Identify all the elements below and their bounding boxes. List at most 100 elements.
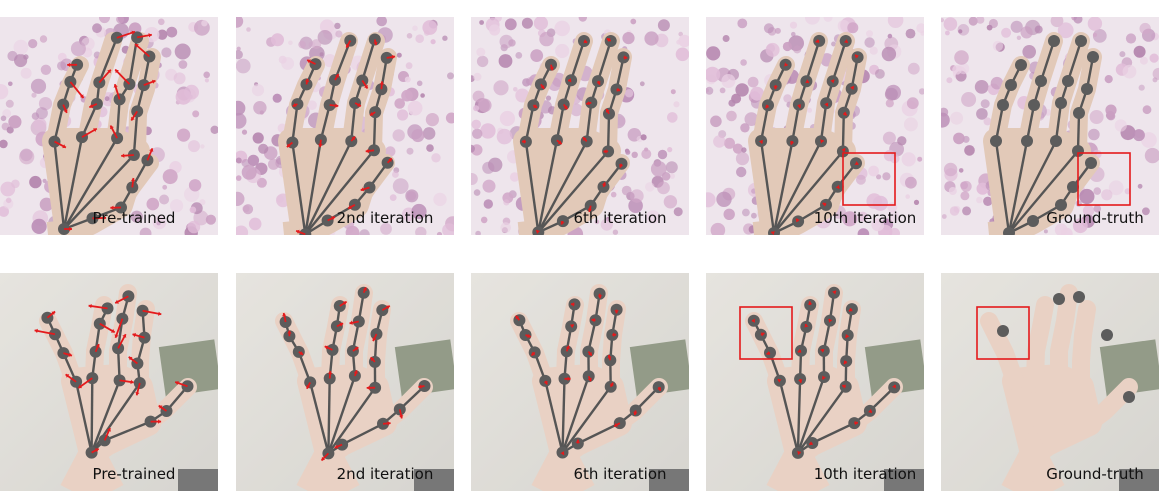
flower-pattern: [744, 112, 759, 126]
flower-pattern: [958, 168, 964, 173]
flower-pattern: [156, 221, 161, 226]
correction-arrowhead: [68, 352, 72, 357]
correction-arrowhead: [854, 161, 859, 165]
correction-arrow: [134, 43, 150, 58]
correction-arrowhead: [527, 333, 531, 338]
flower-pattern: [868, 165, 879, 177]
panel-caption: 6th iteration: [573, 209, 667, 227]
pose-image: [0, 273, 218, 491]
skeleton-bone: [606, 113, 611, 152]
joint-keypoint: [848, 417, 861, 430]
flower-pattern: [92, 23, 102, 34]
joint-keypoint: [556, 215, 569, 228]
pose-image: [706, 273, 924, 491]
flower-pattern: [335, 30, 343, 38]
skeleton-bone: [74, 381, 93, 453]
wash-overlay: [941, 273, 1159, 491]
correction-arrow: [34, 329, 56, 336]
flower-pattern: [236, 100, 246, 116]
flower-pattern: [1138, 84, 1145, 91]
flower-pattern: [397, 109, 409, 121]
flower-pattern: [334, 22, 341, 30]
flower-pattern: [976, 108, 988, 120]
finger: [1026, 296, 1054, 388]
correction-arrowhead: [570, 324, 574, 329]
flower-pattern: [1092, 32, 1098, 37]
flower-pattern: [887, 17, 904, 28]
flower-pattern: [1122, 64, 1137, 79]
flower-pattern: [1139, 56, 1148, 65]
flower-pattern: [992, 40, 1004, 52]
flower-pattern: [422, 20, 438, 35]
flower-pattern: [420, 93, 425, 98]
correction-arrowhead: [69, 226, 72, 232]
flower-pattern: [976, 196, 983, 204]
correction-arrowhead: [850, 86, 854, 90]
correction-arrowhead: [854, 420, 858, 426]
flower-pattern: [471, 144, 475, 153]
flower-pattern: [472, 128, 483, 139]
joint-keypoint: [584, 199, 597, 212]
correction-arrowhead: [95, 344, 100, 348]
flower-pattern: [789, 21, 798, 29]
skeleton-bone: [759, 104, 770, 142]
flower-pattern: [236, 175, 242, 181]
correction-arrowhead: [151, 79, 156, 84]
flower-pattern: [116, 17, 125, 24]
flower-pattern: [953, 132, 965, 145]
flower-pattern: [952, 65, 962, 75]
flower-pattern: [1093, 187, 1101, 195]
joint-keypoint: [997, 325, 1009, 337]
skeleton-bone: [596, 40, 612, 82]
flower-pattern: [533, 17, 548, 31]
flower-pattern: [503, 199, 510, 206]
joint-keypoint: [376, 304, 389, 317]
flower-pattern: [857, 211, 868, 222]
correction-arrowhead: [115, 69, 119, 74]
correction-arrowhead: [583, 39, 588, 44]
flower-pattern: [431, 153, 441, 163]
joint-keypoint: [1050, 135, 1062, 147]
joint-keypoint: [539, 374, 552, 387]
correction-arrowhead: [334, 444, 339, 449]
wash-overlay: [471, 273, 689, 491]
flower-pattern: [157, 29, 168, 40]
joint-keypoint: [1073, 107, 1085, 119]
correction-arrowhead: [822, 202, 827, 207]
correction-arrowhead: [790, 141, 795, 145]
skeleton-bone: [90, 379, 121, 454]
flower-pattern: [162, 169, 178, 185]
skeleton-bone: [350, 102, 357, 142]
skeleton-bone: [811, 422, 855, 445]
pose-panel: 2nd iteration: [236, 273, 454, 491]
correction-arrow: [116, 30, 136, 39]
skeleton-bone: [994, 140, 1011, 234]
correction-arrowhead: [797, 348, 802, 353]
flower-pattern: [175, 89, 192, 105]
flower-pattern: [881, 46, 897, 62]
flower-pattern: [631, 151, 638, 158]
flower-pattern: [945, 30, 950, 36]
flower-pattern: [159, 194, 170, 205]
skeleton-bone: [791, 104, 801, 142]
correction-arrowhead: [175, 381, 179, 386]
flower-pattern: [913, 199, 920, 205]
dark-object: [414, 469, 454, 491]
joint-keypoint: [545, 58, 557, 71]
joint-keypoint: [839, 380, 852, 393]
flower-pattern: [473, 72, 482, 81]
finger: [1038, 378, 1138, 452]
flower-pattern: [678, 31, 683, 37]
skeleton-bone: [309, 382, 330, 454]
panel-caption: Pre-trained: [92, 465, 176, 483]
pose-panel: Ground-truth: [941, 17, 1159, 235]
flower-pattern: [1137, 183, 1143, 189]
flower-pattern: [673, 207, 683, 217]
flower-pattern: [1016, 35, 1022, 40]
skeleton-bone: [291, 103, 299, 143]
flower-pattern: [359, 229, 370, 235]
correction-arrow: [142, 309, 162, 316]
flower-pattern: [1050, 17, 1064, 28]
flower-pattern: [539, 31, 554, 47]
joint-keypoint: [837, 106, 850, 119]
